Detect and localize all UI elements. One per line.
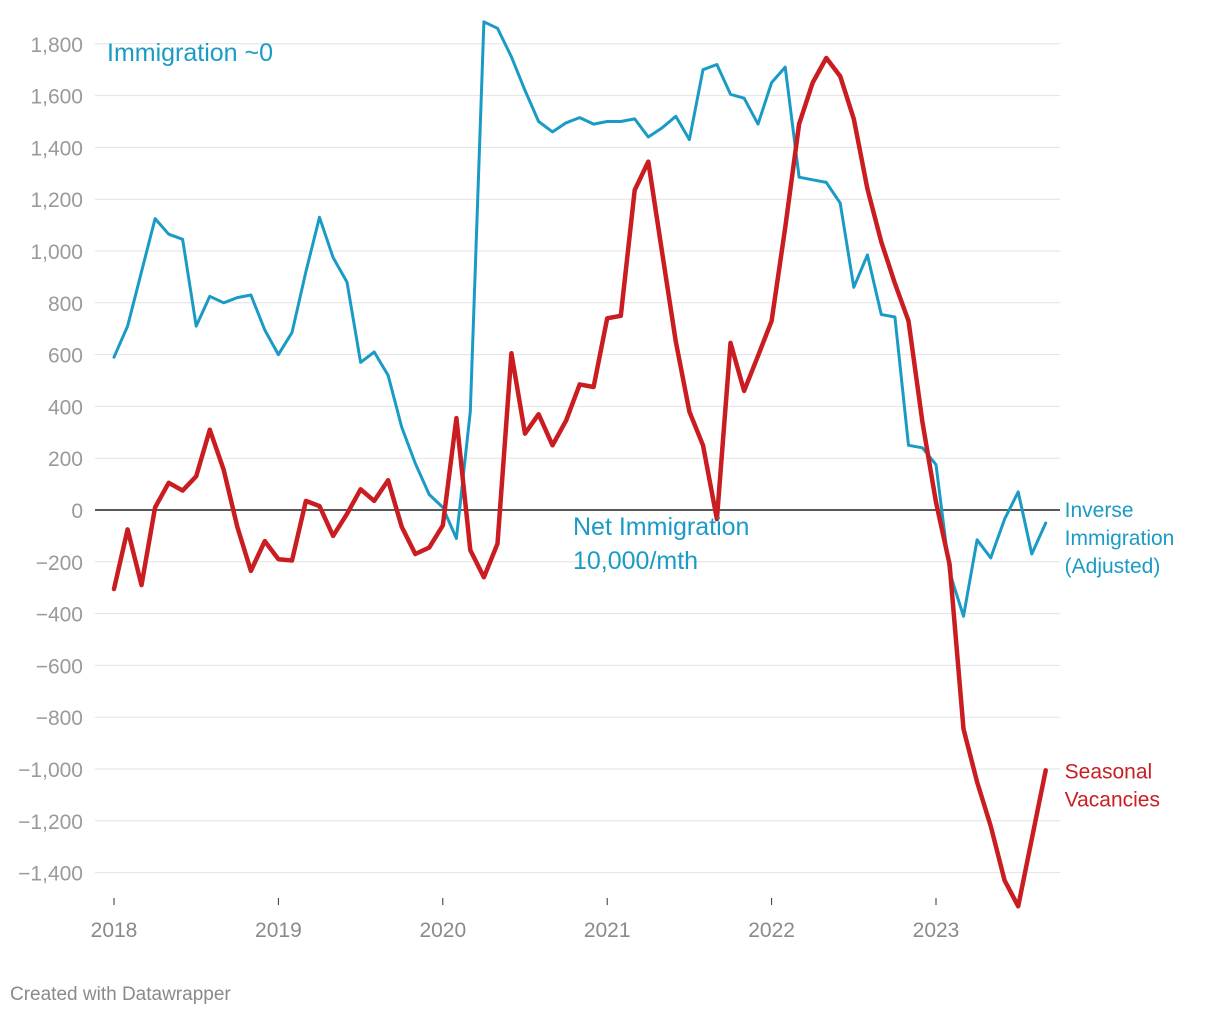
- x-tick-label: 2019: [255, 919, 302, 942]
- y-tick-label: 400: [48, 396, 83, 419]
- y-tick-label: 800: [48, 293, 83, 316]
- y-tick-label: 600: [48, 345, 83, 368]
- series-labels: Inverse Immigration (Adjusted) Seasonal Vaca…: [1065, 499, 1175, 811]
- x-tick-label: 2023: [913, 919, 960, 942]
- y-tick-label: −1,000: [18, 759, 83, 782]
- y-tick-label: 1,400: [30, 137, 83, 160]
- series-label-seasonal-vacancies: Seasonal Vacancies: [1065, 760, 1160, 811]
- credit-footer: Created with Datawrapper: [10, 984, 231, 1005]
- y-tick-label: −1,200: [18, 811, 83, 834]
- x-tick-label: 2022: [748, 919, 795, 942]
- series-line-inverse-immigration: [112, 20, 1048, 618]
- y-tick-label: 1,200: [30, 189, 83, 212]
- series-label-inverse-immigration: Inverse Immigration (Adjusted): [1065, 499, 1175, 578]
- annotation-immigration-zero: Immigration ~0: [107, 39, 273, 67]
- y-axis-labels: 1,800 1,600 1,400 1,200 1,000 800 600 400 200 0 −2…: [18, 34, 83, 886]
- annotation-net-immigration-line2: 10,000/mth: [573, 547, 698, 575]
- annotation-net-immigration: Net Immigration 10,000/mth: [573, 513, 756, 575]
- y-tick-label: 1,800: [30, 34, 83, 57]
- x-tick-label: 2018: [91, 919, 138, 942]
- y-tick-label: −800: [36, 707, 83, 730]
- y-tick-label: −1,400: [18, 863, 83, 886]
- y-tick-label: 1,000: [30, 241, 83, 264]
- series-line-seasonal-vacancies: [111, 55, 1048, 909]
- series-lines: [111, 20, 1048, 909]
- y-tick-label: −200: [36, 552, 83, 575]
- series-label-line: Inverse: [1065, 499, 1134, 522]
- y-tick-label: −600: [36, 655, 83, 678]
- y-tick-label: 200: [48, 448, 83, 471]
- y-tick-label: 1,600: [30, 86, 83, 109]
- series-label-line: Seasonal: [1065, 760, 1153, 783]
- x-tick-label: 2021: [584, 919, 631, 942]
- series-label-line: Vacancies: [1065, 788, 1160, 811]
- y-tick-label: −400: [36, 604, 83, 627]
- x-tick-label: 2020: [419, 919, 466, 942]
- line-chart: 1,800 1,600 1,400 1,200 1,000 800 600 400 200 0 −2…: [18, 20, 1175, 942]
- series-label-line: Immigration: [1065, 527, 1175, 550]
- annotation-net-immigration-line1: Net Immigration: [573, 513, 749, 541]
- y-tick-label: 0: [71, 500, 83, 523]
- series-label-line: (Adjusted): [1065, 555, 1161, 578]
- x-axis: 2018 2019 2020 2021 2022 2023: [91, 898, 960, 942]
- gridlines: [95, 43, 1060, 874]
